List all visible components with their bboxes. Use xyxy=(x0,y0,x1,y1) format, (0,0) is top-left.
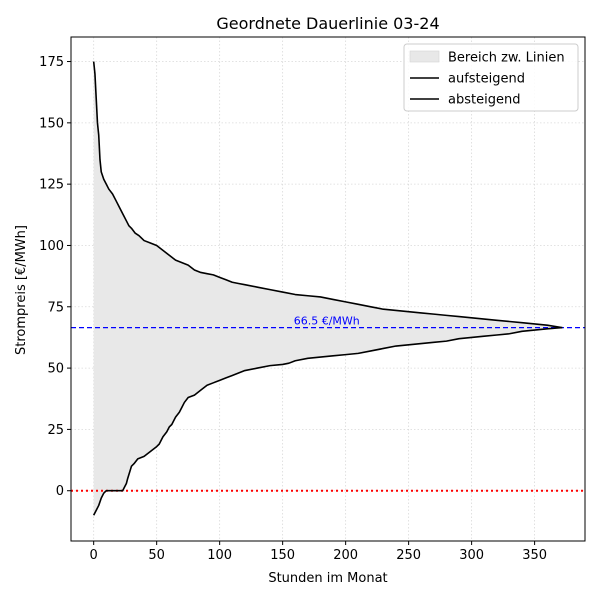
x-tick-label: 150 xyxy=(270,548,295,563)
x-tick-label: 250 xyxy=(396,548,421,563)
chart-title: Geordnete Dauerlinie 03-24 xyxy=(216,14,439,33)
series-line-aufsteigend xyxy=(92,326,563,516)
series-layer xyxy=(92,61,563,516)
x-tick-label: 300 xyxy=(459,548,484,563)
series-line-absteigend xyxy=(92,61,563,329)
y-tick-label: 150 xyxy=(39,116,64,131)
legend-box xyxy=(403,43,579,112)
plot-frame xyxy=(70,36,586,542)
x-axis-title: Stunden im Monat xyxy=(268,571,387,586)
axes-layer xyxy=(70,36,586,542)
y-tick-label: 0 xyxy=(56,484,64,499)
y-axis-title: Strompreis [€/MWh] xyxy=(14,225,29,355)
legend-label: absteigend xyxy=(448,93,520,108)
y-tick-label: 25 xyxy=(47,423,64,438)
y-tick-label: 75 xyxy=(47,300,64,315)
y-tick-label: 175 xyxy=(39,55,64,70)
x-tick-label: 350 xyxy=(522,548,547,563)
x-tick-label: 0 xyxy=(90,548,98,563)
x-tick-label: 50 xyxy=(148,548,165,563)
mean-price-label: 66.5 €/MWh xyxy=(294,315,360,328)
legend: Bereich zw. Linien aufsteigend absteigend xyxy=(403,43,579,112)
y-tick-label: 50 xyxy=(47,362,64,377)
y-tick-label: 100 xyxy=(39,239,64,254)
legend-label: Bereich zw. Linien xyxy=(448,51,565,66)
area-between-lines xyxy=(93,61,563,516)
legend-swatch-area xyxy=(409,50,440,63)
y-tick-label: 125 xyxy=(39,178,64,193)
fill-layer xyxy=(93,61,563,516)
reference-lines: 66.5 €/MWh xyxy=(71,315,585,492)
legend-label: aufsteigend xyxy=(448,72,525,87)
tick-layer: 0 50 100 150 200 250 300 350 0 25 50 75 100 125 150 175 xyxy=(39,55,547,563)
x-tick-label: 100 xyxy=(207,548,232,563)
x-tick-label: 200 xyxy=(333,548,358,563)
